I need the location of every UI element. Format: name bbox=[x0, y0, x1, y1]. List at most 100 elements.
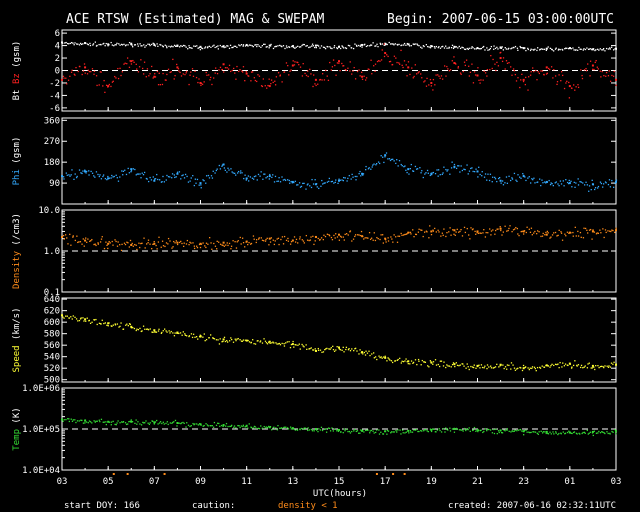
data-point-bt bbox=[154, 45, 157, 47]
data-point-bz bbox=[211, 83, 213, 86]
data-point-density bbox=[315, 236, 317, 238]
data-point-density bbox=[119, 244, 121, 246]
data-point-speed bbox=[132, 326, 134, 329]
data-point-temp bbox=[253, 425, 256, 428]
data-point-bz bbox=[315, 84, 317, 87]
data-point-phi bbox=[143, 171, 146, 174]
data-point-speed bbox=[610, 362, 613, 364]
data-point-bt bbox=[68, 43, 70, 45]
data-point-phi bbox=[200, 187, 202, 189]
data-point-phi bbox=[236, 172, 239, 174]
data-point-bz bbox=[227, 68, 230, 70]
data-point-speed bbox=[129, 323, 131, 325]
data-point-speed bbox=[405, 358, 407, 360]
data-point-temp bbox=[370, 429, 373, 432]
data-point-speed bbox=[221, 341, 223, 343]
data-point-bt bbox=[547, 46, 549, 48]
data-point-bt bbox=[246, 44, 248, 46]
data-point-phi bbox=[516, 180, 518, 183]
data-point-density bbox=[280, 238, 282, 241]
data-point-speed bbox=[234, 338, 236, 340]
series-density bbox=[61, 225, 617, 252]
data-point-density bbox=[338, 239, 341, 241]
data-point-temp bbox=[513, 430, 516, 432]
data-point-bt bbox=[410, 45, 412, 47]
data-point-density bbox=[232, 240, 234, 242]
data-point-speed bbox=[465, 367, 467, 369]
data-point-bz bbox=[221, 68, 223, 71]
data-point-density bbox=[569, 231, 571, 234]
data-point-temp bbox=[153, 421, 156, 424]
data-point-density bbox=[162, 245, 165, 247]
data-point-phi bbox=[113, 175, 115, 178]
data-point-bt bbox=[482, 46, 484, 49]
data-point-bt bbox=[529, 49, 532, 52]
data-point-bz bbox=[583, 69, 586, 71]
data-point-bz bbox=[349, 61, 351, 63]
data-point-speed bbox=[445, 366, 447, 369]
data-point-density bbox=[249, 243, 252, 245]
data-point-phi bbox=[252, 178, 255, 180]
data-point-speed bbox=[443, 361, 445, 363]
data-point-speed bbox=[384, 355, 386, 357]
data-point-phi bbox=[78, 169, 81, 171]
data-point-speed bbox=[263, 338, 265, 340]
data-point-phi bbox=[528, 176, 530, 178]
data-point-density bbox=[285, 239, 288, 242]
data-point-density bbox=[82, 238, 84, 240]
data-point-bz bbox=[453, 56, 455, 58]
data-point-bz bbox=[120, 74, 122, 77]
data-point-density bbox=[130, 244, 133, 247]
data-point-density bbox=[114, 239, 116, 241]
data-point-temp bbox=[174, 419, 177, 422]
data-point-temp bbox=[533, 431, 535, 433]
data-point-bt bbox=[375, 45, 377, 47]
data-point-bt bbox=[605, 47, 608, 50]
data-point-speed bbox=[324, 349, 326, 351]
data-point-temp bbox=[212, 426, 215, 428]
data-point-bz bbox=[517, 77, 519, 79]
data-point-bz bbox=[279, 75, 281, 77]
data-point-speed bbox=[494, 366, 497, 368]
data-point-speed bbox=[212, 337, 215, 340]
data-point-phi bbox=[524, 176, 526, 178]
data-point-phi bbox=[443, 166, 445, 168]
data-point-density bbox=[268, 244, 270, 246]
data-point-speed bbox=[269, 342, 271, 344]
data-point-speed bbox=[66, 315, 68, 317]
data-point-speed bbox=[417, 358, 420, 361]
begin-time: Begin: 2007-06-15 03:00:00UTC bbox=[387, 12, 614, 27]
data-point-temp bbox=[231, 424, 233, 427]
data-point-density bbox=[283, 235, 286, 238]
data-point-phi bbox=[385, 152, 388, 154]
data-point-bt bbox=[376, 43, 378, 45]
data-point-speed bbox=[359, 349, 361, 351]
data-point-density bbox=[577, 235, 580, 237]
data-point-phi bbox=[532, 179, 534, 181]
data-point-phi bbox=[542, 182, 544, 184]
data-point-temp bbox=[75, 421, 77, 424]
data-point-density bbox=[597, 232, 600, 234]
data-point-temp bbox=[366, 429, 368, 431]
data-point-temp bbox=[449, 427, 451, 429]
data-point-temp bbox=[344, 430, 346, 432]
data-point-bt bbox=[242, 44, 245, 46]
data-point-bz bbox=[272, 81, 274, 84]
data-point-phi bbox=[268, 175, 271, 178]
data-point-bz bbox=[591, 64, 594, 67]
data-point-temp bbox=[496, 432, 498, 435]
data-point-density bbox=[368, 231, 371, 234]
data-point-speed bbox=[606, 365, 608, 367]
data-point-bt bbox=[602, 49, 604, 51]
data-point-temp bbox=[215, 424, 218, 426]
data-point-temp bbox=[414, 429, 417, 431]
data-point-bz bbox=[298, 64, 300, 66]
data-point-temp bbox=[397, 429, 399, 431]
data-point-bz bbox=[365, 77, 368, 79]
data-point-phi bbox=[119, 176, 121, 178]
data-point-bt bbox=[254, 44, 256, 46]
data-point-speed bbox=[83, 320, 85, 322]
data-point-temp bbox=[187, 424, 190, 426]
data-point-temp bbox=[307, 429, 309, 432]
data-point-phi bbox=[519, 176, 521, 178]
